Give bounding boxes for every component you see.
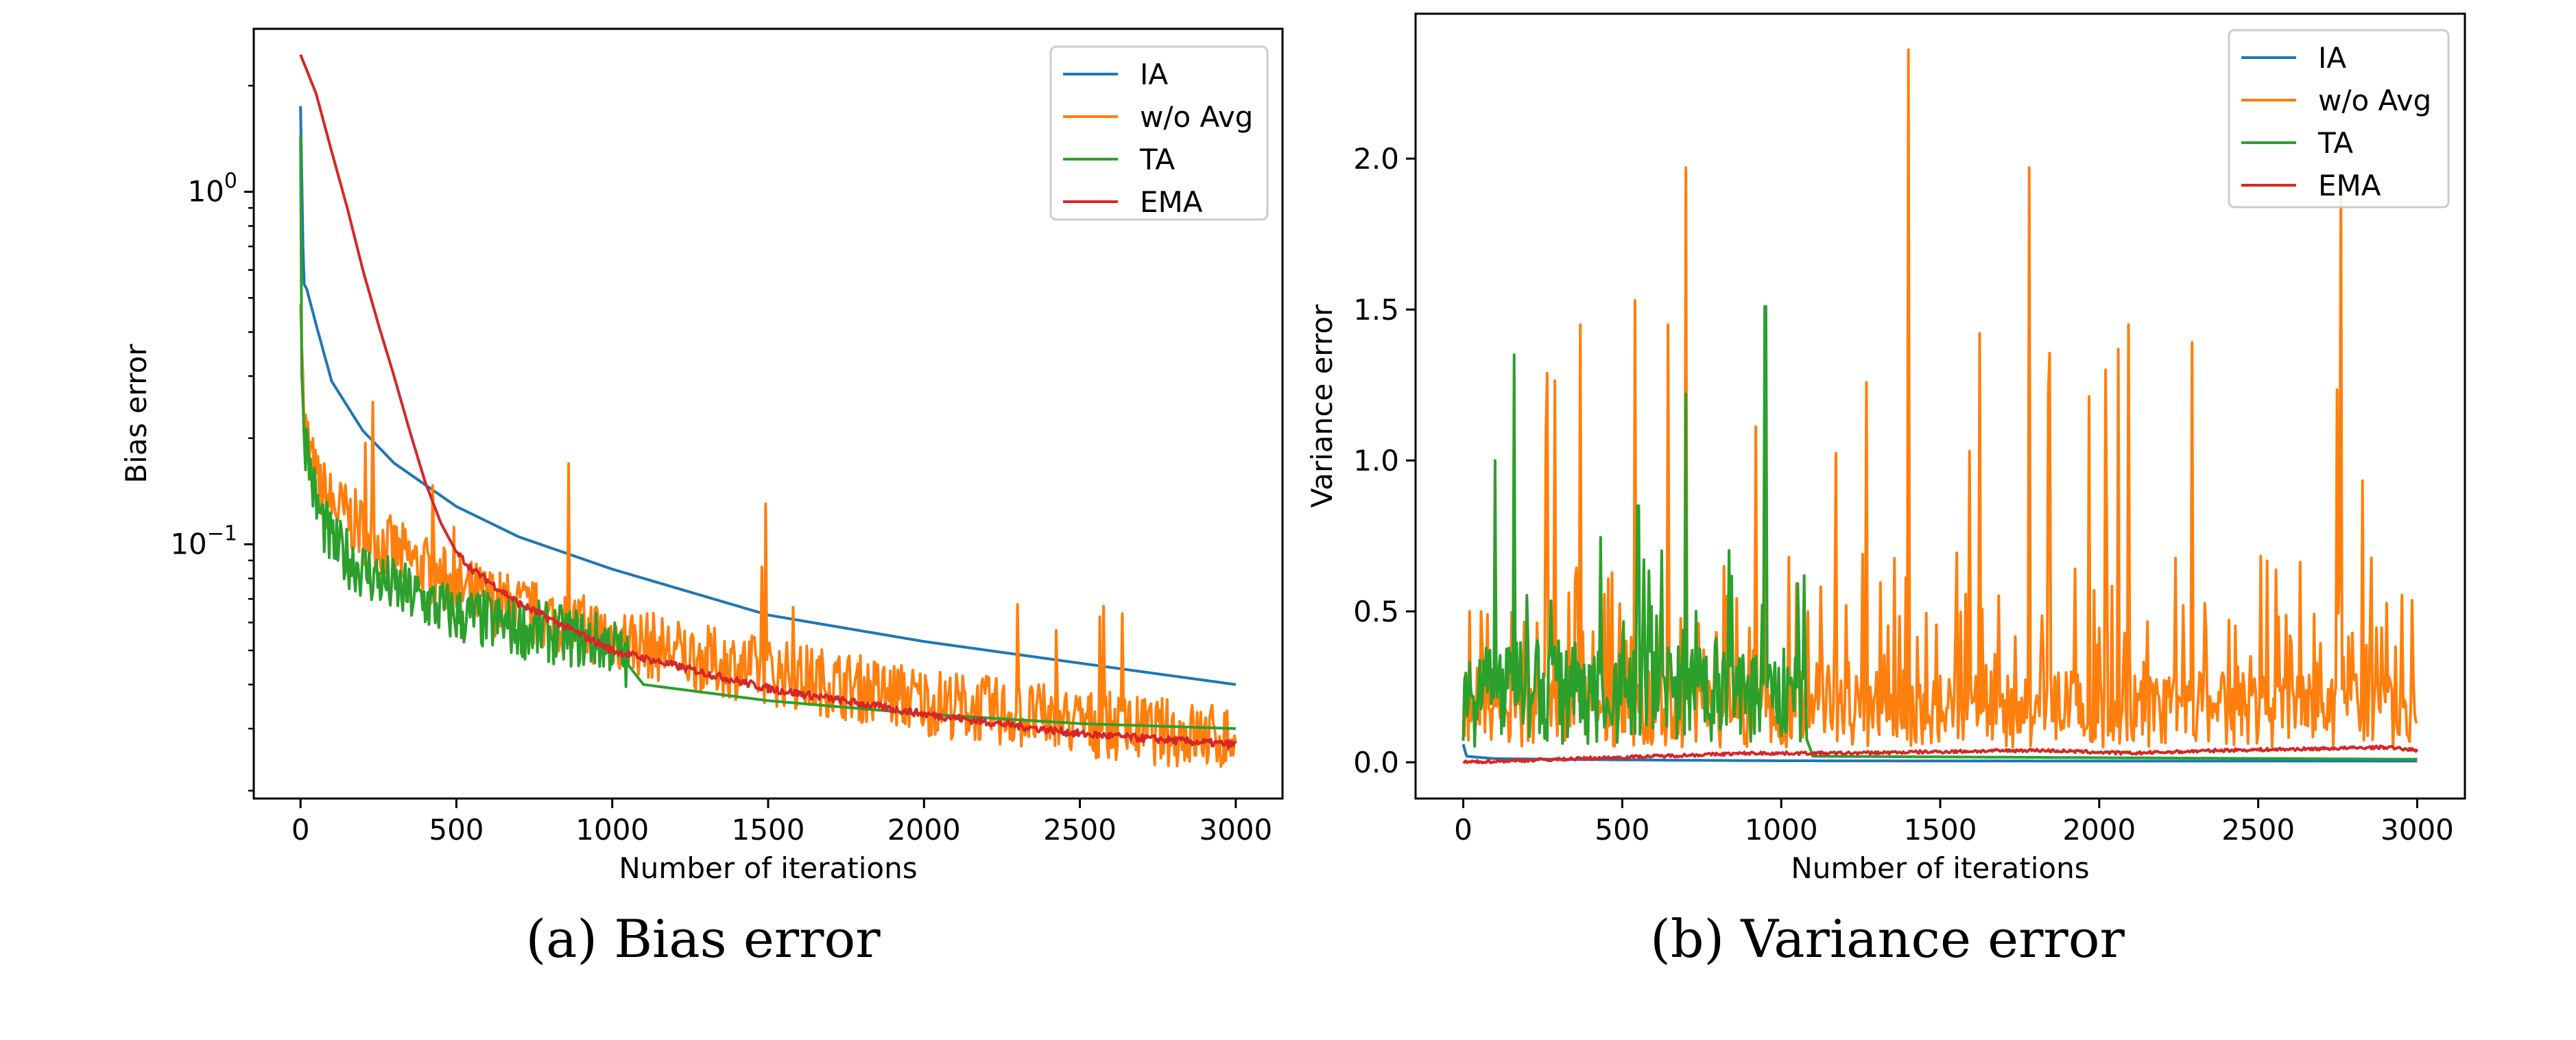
variance-error-y-ticks: 0.0 0.5 1.0 1.5 2.0 [1353, 142, 1416, 779]
variance-error-x-tick-label: 0 [1454, 813, 1472, 847]
variance-error-series-w-o-avg [1462, 48, 2418, 749]
bias-error-series-w-o-avg [299, 304, 1237, 768]
variance-error-series-ta [1462, 305, 2418, 761]
variance-error-x-tick-label: 500 [1595, 813, 1649, 847]
variance-error-x-tick-label: 3000 [2381, 813, 2454, 847]
variance-error-series-ema [1462, 744, 2419, 765]
variance-error-x-tick-label: 1000 [1745, 813, 1818, 847]
bias-error-panel: 0 500 1000 1500 2000 2500 3000 100 10−1 Number … [119, 27, 1284, 969]
variance-error-legend: IA w/o Avg TA EMA [2228, 29, 2450, 209]
bias-error-y-axis-label: Bias error [119, 344, 153, 484]
bias-error-series-ema [299, 54, 1237, 750]
variance-error-plot-lines [1462, 48, 2419, 765]
variance-error-legend-box [2228, 29, 2450, 209]
bias-error-series-ia [299, 106, 1237, 686]
bias-error-y-tick-label: 10−1 [170, 521, 237, 560]
bias-error-x-tick-label: 500 [429, 813, 484, 847]
variance-error-y-tick-label: 0.5 [1353, 595, 1399, 628]
variance-error-y-tick-label: 2.0 [1353, 142, 1399, 176]
variance-error-y-tick-label: 1.0 [1353, 444, 1399, 477]
bias-error-x-tick-label: 3000 [1199, 813, 1272, 847]
bias-error-plot-lines [299, 54, 1237, 768]
bias-error-x-tick-label: 2000 [887, 813, 961, 847]
variance-error-legend-label-ia: IA [2318, 41, 2346, 75]
variance-error-legend-label-w-o-avg: w/o Avg [2318, 84, 2431, 117]
bias-error-legend-label-ta: TA [1139, 143, 1175, 176]
bias-error-legend-label-ema: EMA [1140, 185, 1203, 219]
variance-error-x-tick-label: 2000 [2062, 813, 2136, 847]
bias-error-x-ticks: 0 500 1000 1500 2000 2500 3000 [291, 799, 1272, 847]
bias-error-series-ta [299, 134, 1236, 731]
bias-error-y-tick-label: 100 [187, 169, 237, 209]
bias-error-x-tick-label: 1000 [575, 813, 649, 847]
variance-error-caption: (b) Variance error [1650, 908, 2125, 969]
variance-error-y-tick-label: 0.0 [1353, 746, 1399, 779]
bias-error-x-axis-label: Number of iterations [619, 851, 917, 885]
variance-error-x-tick-label: 1500 [1904, 813, 1977, 847]
bias-error-legend-label-w-o-avg: w/o Avg [1140, 100, 1253, 134]
variance-error-y-tick-label: 1.5 [1353, 293, 1399, 327]
variance-error-y-axis-label: Variance error [1305, 304, 1339, 508]
bias-error-caption: (a) Bias error [525, 908, 881, 969]
variance-error-x-axis-label: Number of iterations [1791, 851, 2089, 885]
variance-error-panel: 0 500 1000 1500 2000 2500 3000 0.0 0.5 1.0 1.5 2.0… [1305, 12, 2466, 969]
bias-error-legend: IA w/o Avg TA EMA [1049, 45, 1269, 221]
variance-error-x-ticks: 0 500 1000 1500 2000 2500 3000 [1454, 799, 2454, 847]
variance-error-series-ia [1462, 744, 2418, 763]
bias-error-x-tick-label: 0 [291, 813, 310, 847]
variance-error-legend-label-ema: EMA [2318, 169, 2381, 202]
bias-error-y-ticks: 100 10−1 [170, 84, 254, 792]
bias-error-legend-label-ia: IA [1140, 58, 1168, 91]
bias-error-legend-box [1049, 45, 1269, 221]
bias-error-x-tick-label: 2500 [1043, 813, 1117, 847]
variance-error-x-tick-label: 2500 [2221, 813, 2295, 847]
bias-error-x-tick-label: 1500 [732, 813, 805, 847]
variance-error-legend-label-ta: TA [2317, 126, 2353, 160]
